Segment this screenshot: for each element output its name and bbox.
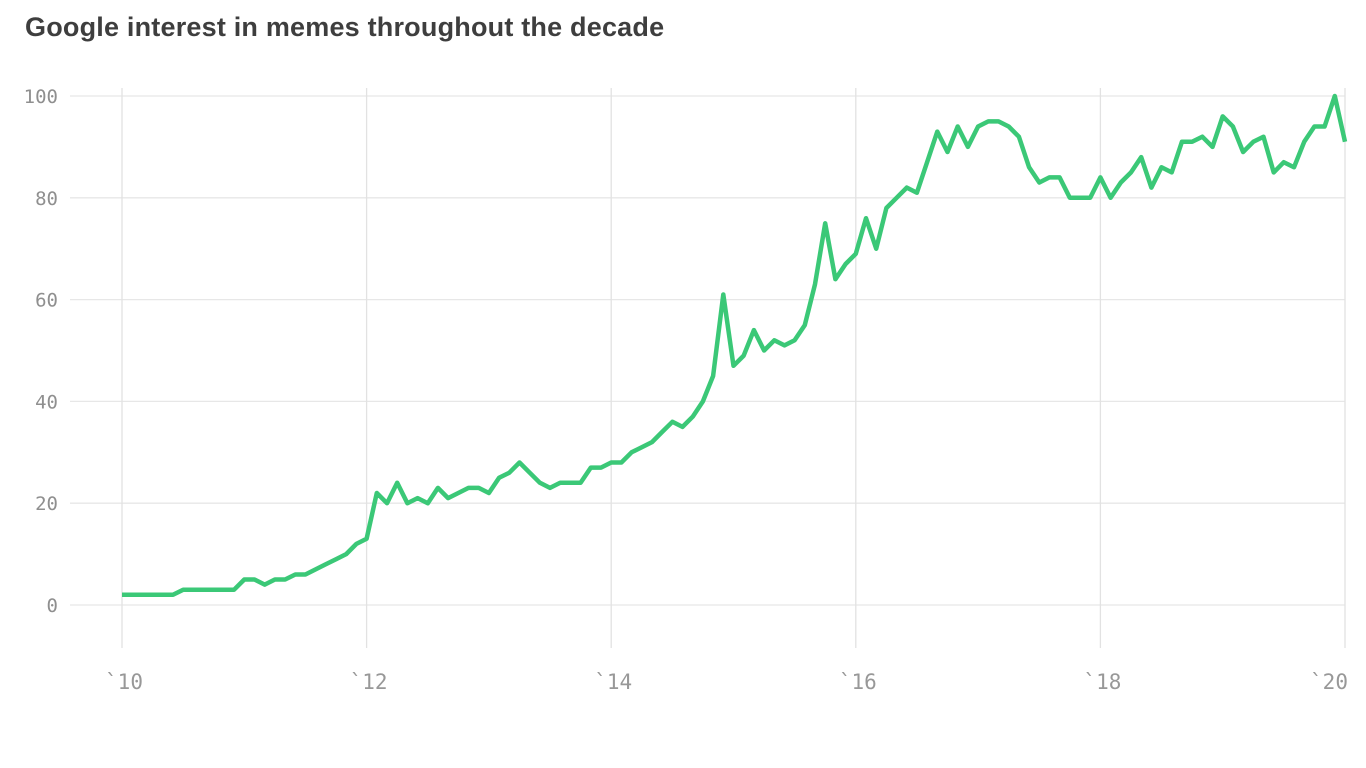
y-tick-label: 20 — [35, 493, 58, 515]
y-tick-label: 60 — [35, 290, 58, 312]
y-tick-label: 80 — [35, 188, 58, 210]
x-tick-label: `12 — [350, 670, 388, 694]
x-tick-label: `20 — [1310, 670, 1348, 694]
y-tick-label: 100 — [24, 86, 58, 108]
trend-line — [122, 93, 1348, 598]
x-tick-label: `16 — [839, 670, 877, 694]
x-tick-label: `14 — [594, 670, 632, 694]
chart-title: Google interest in memes throughout the … — [25, 12, 665, 42]
x-tick-label: `10 — [105, 670, 143, 694]
y-tick-label: 0 — [47, 595, 58, 617]
y-tick-label: 40 — [35, 391, 58, 413]
x-tick-label: `18 — [1083, 670, 1121, 694]
